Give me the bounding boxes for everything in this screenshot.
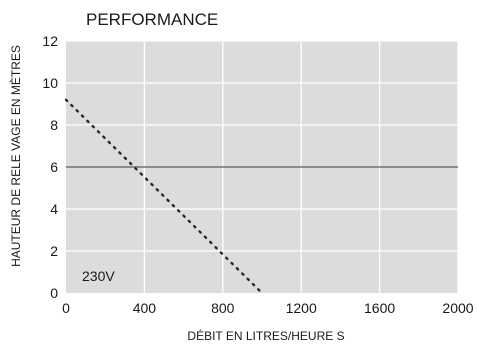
x-tick-label: 1600 — [364, 300, 395, 316]
x-axis-label: DÉBIT EN LITRES/HEURE S — [187, 328, 344, 343]
y-tick-label: 10 — [42, 75, 58, 91]
series-group — [64, 98, 264, 295]
y-tick-label: 2 — [50, 243, 58, 259]
voltage-annotation: 230V — [82, 268, 115, 284]
x-tick-labels: 0 400 800 1200 1600 2000 — [62, 300, 474, 316]
y-tick-label: 8 — [50, 117, 58, 133]
x-tick-label: 400 — [133, 300, 157, 316]
x-tick-label: 0 — [62, 300, 70, 316]
x-tick-label: 1200 — [286, 300, 317, 316]
y-tick-label: 4 — [50, 201, 58, 217]
chart-title: PERFORMANCE — [86, 10, 218, 29]
y-tick-labels: 0 2 4 6 8 10 12 — [42, 33, 58, 301]
x-tick-label: 800 — [211, 300, 235, 316]
y-axis-label: HAUTEUR DE RELE VAGE EN MÈTRES — [8, 45, 23, 267]
series-line — [64, 98, 264, 295]
y-tick-label: 12 — [42, 33, 58, 49]
y-tick-label: 6 — [50, 159, 58, 175]
y-tick-label: 0 — [50, 285, 58, 301]
x-tick-label: 2000 — [442, 300, 473, 316]
